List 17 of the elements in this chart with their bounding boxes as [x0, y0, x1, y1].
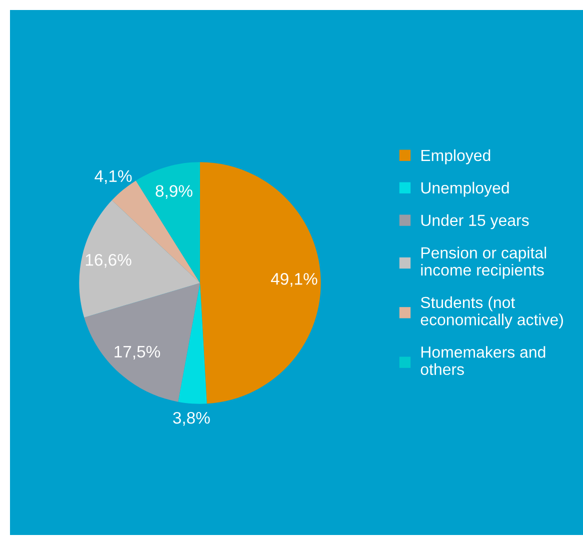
pie-slice — [200, 162, 321, 404]
data-label: 16,6% — [86, 254, 132, 268]
pie-slice — [136, 162, 200, 283]
legend-label: Unemployed — [421, 182, 509, 197]
pie-slice — [79, 200, 200, 318]
legend-label: Homemakers and others — [420, 346, 546, 376]
data-label: 4,1% — [94, 170, 132, 184]
pie-slice — [178, 283, 207, 404]
legend-label: Under 15 years — [421, 214, 529, 230]
legend-label: Students (not economically active) — [420, 296, 563, 329]
data-label: 49,1% — [270, 273, 318, 287]
data-label: 8,9% — [156, 185, 192, 199]
pie-slice — [84, 283, 200, 402]
data-label: 3,8% — [173, 412, 210, 426]
legend-label: Pension or capital income recipients — [421, 246, 546, 279]
legend-label: Employed — [421, 149, 490, 164]
data-label: 17,5% — [114, 346, 160, 360]
